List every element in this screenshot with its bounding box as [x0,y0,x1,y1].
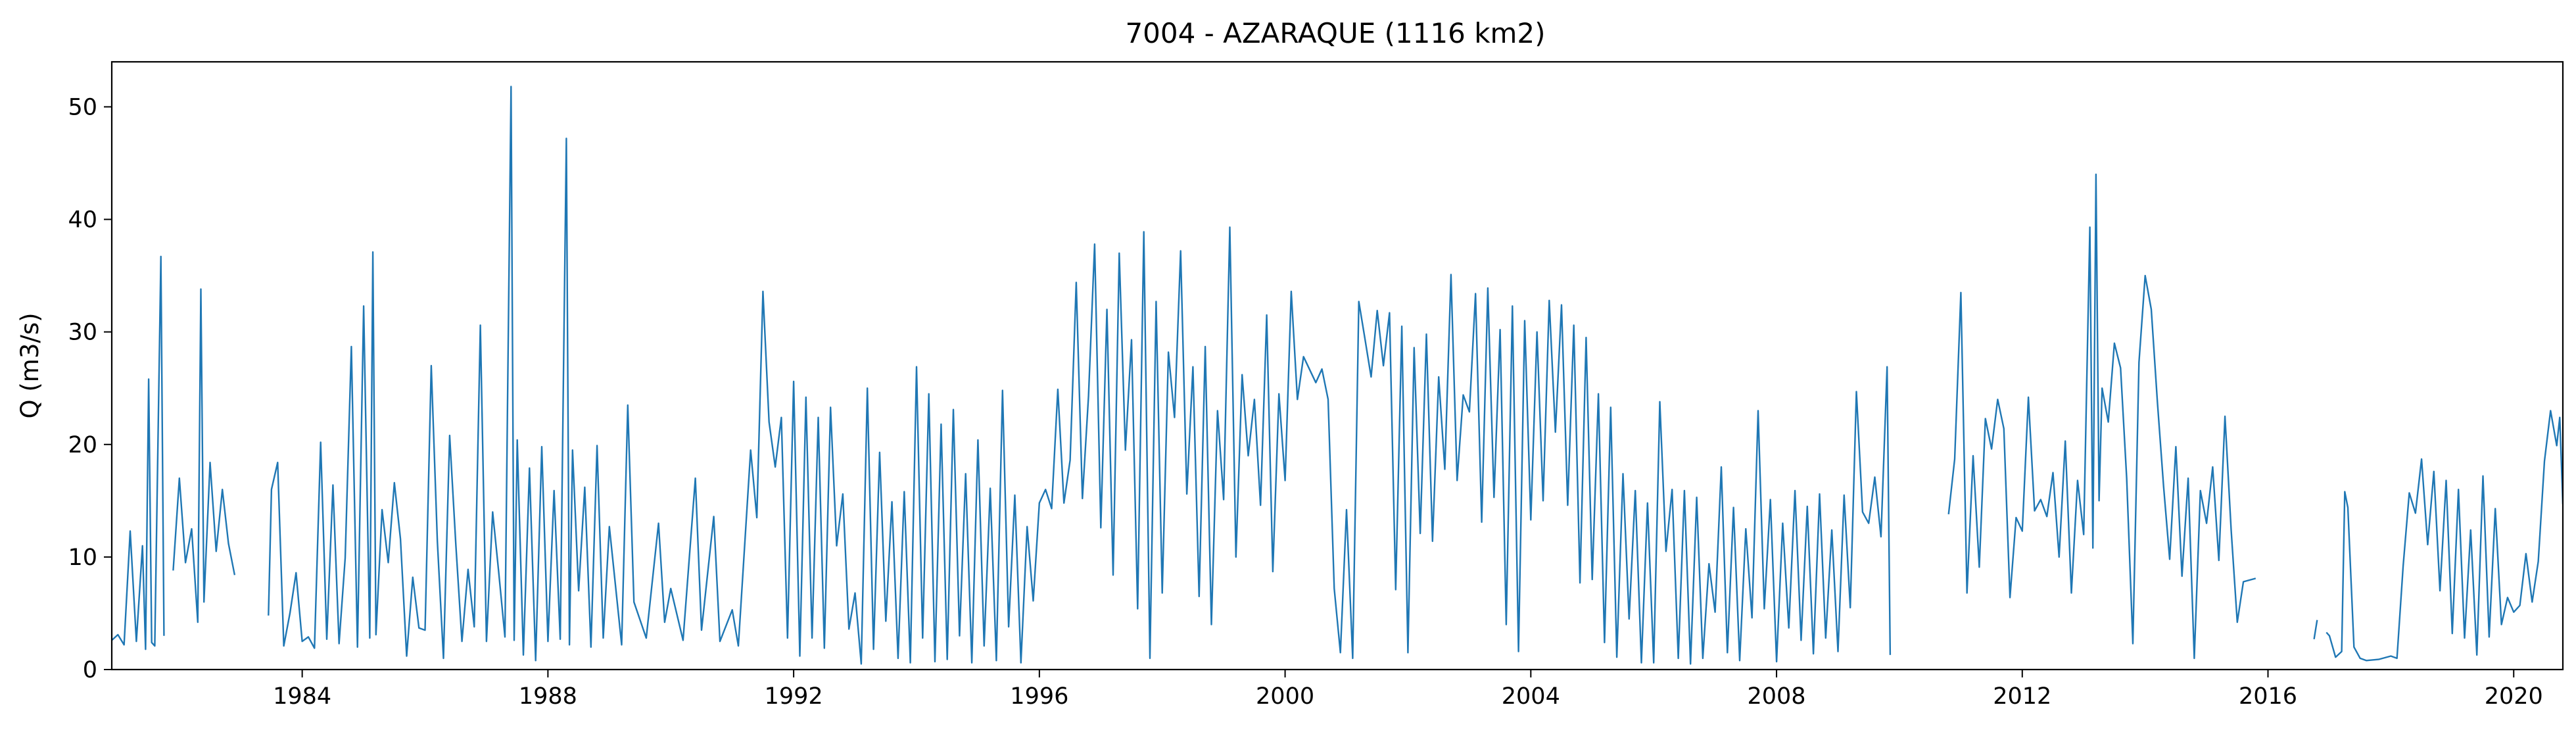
x-tick-label: 1988 [519,683,577,710]
y-tick-label: 10 [68,545,97,571]
x-tick-label: 1996 [1010,683,1068,710]
series-line-segment [112,255,165,650]
y-tick-label: 40 [68,207,97,233]
x-tick-label: 1984 [273,683,331,710]
x-tick-label: 2020 [2485,683,2543,710]
series-line-segment [2313,620,2318,639]
x-tick-label: 2004 [1502,683,1560,710]
y-axis-title: Q (m3/s) [16,312,44,418]
x-axis: 1984 1988 1992 1996 2000 2004 2008 2012 2016 2020 [273,670,2543,710]
x-tick-label: 2016 [2239,683,2297,710]
y-tick-label: 50 [68,94,97,120]
x-tick-label: 2012 [1993,683,2051,710]
y-axis: 0 10 20 30 40 50 [68,94,112,683]
x-tick-label: 1992 [765,683,823,710]
series-line-segment [1947,173,2256,660]
series-line-segment [172,288,236,624]
plot-frame [110,61,2564,671]
series-line-segment [2326,410,2563,662]
chart-title: 7004 - AZARAQUE (1116 km2) [1125,17,1545,49]
x-tick-label: 2008 [1748,683,1806,710]
x-tick-label: 2000 [1256,683,1314,710]
series-line-segment [268,86,1892,665]
y-tick-label: 0 [83,657,97,683]
series-layer [112,86,2563,665]
y-tick-label: 30 [68,320,97,346]
y-tick-label: 20 [68,432,97,458]
